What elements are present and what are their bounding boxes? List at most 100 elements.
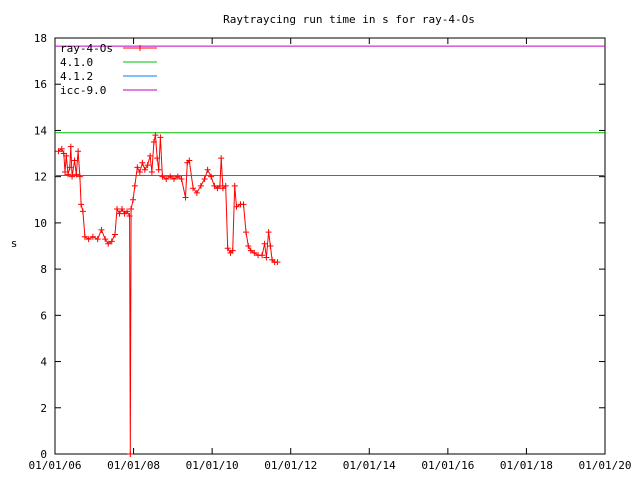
x-tick-label: 01/01/12 [264, 459, 317, 472]
data-point [148, 169, 155, 176]
data-point [243, 229, 250, 236]
data-point [147, 152, 154, 159]
data-point [114, 206, 121, 213]
y-tick-label: 0 [40, 448, 47, 461]
legend-label: icc-9.0 [60, 84, 106, 97]
data-point [102, 236, 109, 243]
data-point [81, 233, 88, 240]
data-point [197, 182, 204, 189]
data-point [124, 208, 131, 215]
series-line [58, 134, 278, 455]
data-point [229, 247, 236, 254]
data-point [62, 169, 69, 176]
data-point [78, 201, 85, 208]
data-point [157, 134, 164, 141]
data-point [85, 236, 92, 243]
x-tick-label: 01/01/10 [186, 459, 239, 472]
y-tick-label: 14 [34, 124, 48, 137]
data-point [98, 226, 105, 233]
data-point [259, 252, 266, 259]
data-point [163, 175, 170, 182]
data-point [144, 162, 151, 169]
data-point [136, 169, 143, 176]
data-point [208, 173, 215, 180]
data-point [58, 145, 65, 152]
data-point [182, 194, 189, 201]
data-point [150, 139, 157, 145]
data-point [141, 166, 148, 173]
data-point [245, 243, 252, 249]
y-tick-label: 8 [40, 263, 47, 276]
y-tick-label: 2 [40, 402, 47, 415]
x-tick-label: 01/01/18 [500, 459, 553, 472]
data-point [119, 206, 126, 213]
data-point [128, 206, 135, 213]
data-point [116, 210, 123, 217]
y-axis-label: s [11, 237, 18, 250]
data-point [193, 189, 200, 196]
data-point [174, 173, 181, 180]
x-tick-label: 01/01/08 [107, 459, 160, 472]
x-tick-label: 01/01/16 [421, 459, 474, 472]
legend-marker [137, 45, 143, 51]
data-point [190, 185, 197, 192]
data-point [139, 159, 146, 166]
data-point [108, 238, 115, 245]
data-point [79, 208, 86, 215]
reference-lines [55, 45, 605, 177]
data-point [204, 166, 211, 173]
y-tick-label: 16 [34, 78, 47, 91]
x-tick-label: 01/01/06 [29, 459, 82, 472]
data-point [265, 229, 272, 236]
y-tick-label: 10 [34, 217, 47, 230]
data-point [75, 148, 82, 155]
data-point [218, 155, 225, 162]
data-point [89, 233, 96, 240]
data-point [224, 245, 231, 252]
y-tick-label: 6 [40, 309, 47, 322]
data-point [186, 157, 193, 164]
data-point [76, 173, 83, 180]
data-point [178, 175, 185, 182]
data-point [201, 175, 208, 182]
data-point [170, 175, 177, 182]
data-point [159, 173, 166, 180]
data-point [154, 155, 161, 162]
data-point [222, 182, 229, 189]
legend-label: 4.1.0 [60, 56, 93, 69]
data-point [55, 148, 62, 155]
x-tick-label: 01/01/14 [343, 459, 396, 472]
legend-label: ray-4-Os [60, 42, 113, 55]
data-point [67, 143, 74, 150]
data-point [251, 249, 258, 256]
legend-label: 4.1.2 [60, 70, 93, 83]
data-point [240, 201, 247, 208]
data-point [167, 173, 174, 180]
data-point [111, 231, 118, 238]
y-tick-label: 4 [40, 356, 47, 369]
x-tick-label: 01/01/20 [579, 459, 632, 472]
data-point [134, 164, 141, 171]
y-tick-label: 12 [34, 171, 47, 184]
data-point [66, 164, 73, 171]
data-point [73, 171, 80, 178]
data-point [155, 166, 162, 173]
plot-border [54, 37, 606, 455]
data-point [233, 203, 240, 210]
data-point [231, 182, 238, 189]
y-tick-label: 18 [34, 32, 47, 45]
data-point [247, 247, 254, 254]
data-point [152, 132, 159, 139]
chart-title: Raytraycing run time in s for ray-4-Os [223, 13, 475, 26]
data-point [216, 182, 223, 189]
data-point [105, 240, 112, 247]
data-point [69, 173, 76, 180]
series-layer [55, 132, 281, 457]
data-point [94, 236, 101, 243]
data-point [127, 451, 134, 457]
data-point [211, 182, 218, 189]
data-point [63, 152, 70, 159]
data-point [274, 259, 281, 266]
